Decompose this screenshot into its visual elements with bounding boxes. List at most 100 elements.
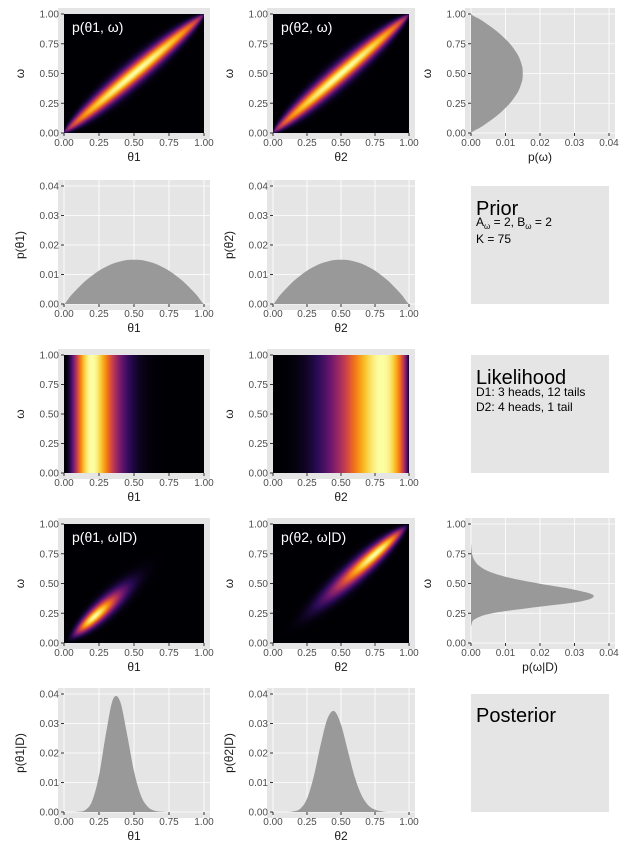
- y-axis-title: p(θ1|D): [13, 733, 27, 773]
- x-axis-title: θ1: [127, 660, 141, 674]
- y-tick-label: 0.01: [249, 270, 269, 281]
- y-tick-label: 0.00: [447, 639, 467, 650]
- y-axis-title: p(θ2): [222, 231, 236, 259]
- y-tick-label: 0.25: [249, 439, 269, 450]
- y-tick-label: 0.00: [40, 469, 60, 480]
- x-tick-label: 0.25: [89, 478, 109, 489]
- x-tick-label: 1.00: [399, 138, 419, 149]
- y-tick-label: 0.01: [249, 778, 269, 789]
- x-tick-label: 0.02: [530, 138, 550, 149]
- y-tick-label: 1.00: [249, 10, 269, 21]
- y-tick-label: 1.00: [447, 10, 467, 21]
- x-tick-label: 0.50: [331, 648, 351, 659]
- x-axis-title: θ2: [334, 829, 348, 843]
- chart-likelihood-theta2-omega: 0.00 0.25 0.50 0.75 1.00 0.00 0.25 0.50 0.75 1.00…: [222, 349, 419, 504]
- text-panel-posterior: Posterior: [471, 694, 609, 812]
- y-tick-label: 0.75: [40, 39, 60, 50]
- x-tick-label: 0.75: [159, 648, 179, 659]
- heatmap-raster: [64, 524, 204, 643]
- y-tick-label: 0.00: [249, 469, 269, 480]
- y-tick-label: 0.02: [40, 749, 60, 760]
- x-tick-label: 0.50: [331, 138, 351, 149]
- x-tick-label: 1.00: [194, 138, 214, 149]
- x-tick-label: 0.75: [365, 817, 385, 828]
- density-area: [64, 259, 204, 304]
- prior-b-label: = 2, B: [490, 215, 525, 229]
- y-tick-label: 0.50: [447, 579, 467, 590]
- y-tick-label: 0.25: [40, 609, 60, 620]
- x-axis-title: p(ω): [528, 150, 552, 164]
- x-tick-label: 1.00: [194, 478, 214, 489]
- y-tick-label: 0.00: [447, 129, 467, 140]
- x-tick-label: 1.00: [194, 309, 214, 320]
- chart-marginal-posterior-omega: 0.00 0.01 0.02 0.03 0.04 0.00 0.25 0.50 0.75 1.00…: [420, 518, 619, 674]
- x-tick-label: 0.75: [365, 648, 385, 659]
- y-tick-label: 0.50: [40, 69, 60, 80]
- x-tick-label: 0.02: [530, 648, 550, 659]
- panel-overlay-label: p(θ2, ω|D): [281, 529, 346, 545]
- x-tick-label: 0.00: [54, 817, 74, 828]
- y-tick-label: 0.75: [40, 380, 60, 391]
- heatmap-raster: [273, 14, 409, 133]
- y-tick-label: 0.03: [40, 211, 60, 222]
- x-axis-title: θ2: [334, 321, 348, 335]
- y-tick-label: 0.50: [249, 410, 269, 421]
- text-panel-likelihood-title: Likelihood: [476, 367, 566, 389]
- prior-a-label: A: [476, 215, 484, 229]
- heatmap-raster: [273, 524, 409, 643]
- x-tick-label: 0.00: [263, 138, 283, 149]
- y-axis-title: ω: [420, 579, 434, 588]
- x-tick-label: 1.00: [194, 648, 214, 659]
- y-tick-label: 0.25: [447, 609, 467, 620]
- panel-overlay-label: p(θ1, ω): [72, 19, 123, 35]
- y-tick-label: 0.00: [249, 300, 269, 311]
- x-axis-title: p(ω|D): [522, 660, 558, 674]
- x-tick-label: 0.25: [297, 817, 317, 828]
- x-tick-label: 0.50: [331, 817, 351, 828]
- text-panel-likelihood-bg: [471, 355, 609, 473]
- y-tick-label: 0.01: [40, 270, 60, 281]
- x-tick-label: 0.25: [89, 138, 109, 149]
- y-axis-title: ω: [13, 409, 27, 418]
- text-panel-prior-line2: K = 75: [476, 232, 511, 246]
- y-tick-label: 0.00: [249, 129, 269, 140]
- x-tick-label: 0.75: [159, 309, 179, 320]
- y-tick-label: 1.00: [40, 10, 60, 21]
- y-axis-title: p(θ1): [13, 231, 27, 259]
- x-tick-label: 0.50: [124, 309, 144, 320]
- y-axis-title: ω: [222, 409, 236, 418]
- x-axis-title: θ2: [334, 660, 348, 674]
- y-axis-title: p(θ2|D): [222, 733, 236, 773]
- x-tick-label: 0.25: [297, 309, 317, 320]
- x-tick-label: 0.25: [89, 648, 109, 659]
- y-tick-label: 0.50: [447, 69, 467, 80]
- chart-joint-posterior-theta2-omega: p(θ2, ω|D) 0.00 0.25 0.50 0.75 1.00 0.00 0.25 0.…: [222, 518, 419, 674]
- y-tick-label: 0.00: [40, 300, 60, 311]
- density-area: [64, 695, 204, 812]
- text-panel-prior-bg: [471, 186, 609, 304]
- y-tick-label: 0.02: [40, 241, 60, 252]
- heatmap-raster: [273, 355, 409, 473]
- y-tick-label: 0.03: [40, 719, 60, 730]
- text-panel-posterior-title: Posterior: [476, 705, 556, 727]
- x-tick-label: 0.00: [263, 309, 283, 320]
- y-tick-label: 0.75: [249, 39, 269, 50]
- x-tick-label: 0.00: [461, 138, 481, 149]
- x-tick-label: 0.03: [565, 138, 585, 149]
- chart-marginal-prior-omega: 0.00 0.01 0.02 0.03 0.04 0.00 0.25 0.50 0.75 1.00…: [420, 8, 619, 164]
- y-tick-label: 0.00: [249, 808, 269, 819]
- x-tick-label: 0.50: [124, 138, 144, 149]
- heatmap-raster: [64, 355, 204, 473]
- chart-likelihood-theta1-omega: 0.00 0.25 0.50 0.75 1.00 0.00 0.25 0.50 0.75 1.00…: [13, 349, 214, 504]
- y-tick-label: 1.00: [447, 520, 467, 531]
- y-tick-label: 0.04: [249, 182, 269, 193]
- y-tick-label: 0.04: [40, 690, 60, 701]
- x-tick-label: 0.04: [599, 138, 619, 149]
- x-tick-label: 0.00: [461, 648, 481, 659]
- x-tick-label: 1.00: [399, 478, 419, 489]
- x-tick-label: 0.01: [496, 648, 516, 659]
- y-tick-label: 0.50: [249, 579, 269, 590]
- y-tick-label: 0.04: [40, 182, 60, 193]
- x-tick-label: 0.75: [365, 478, 385, 489]
